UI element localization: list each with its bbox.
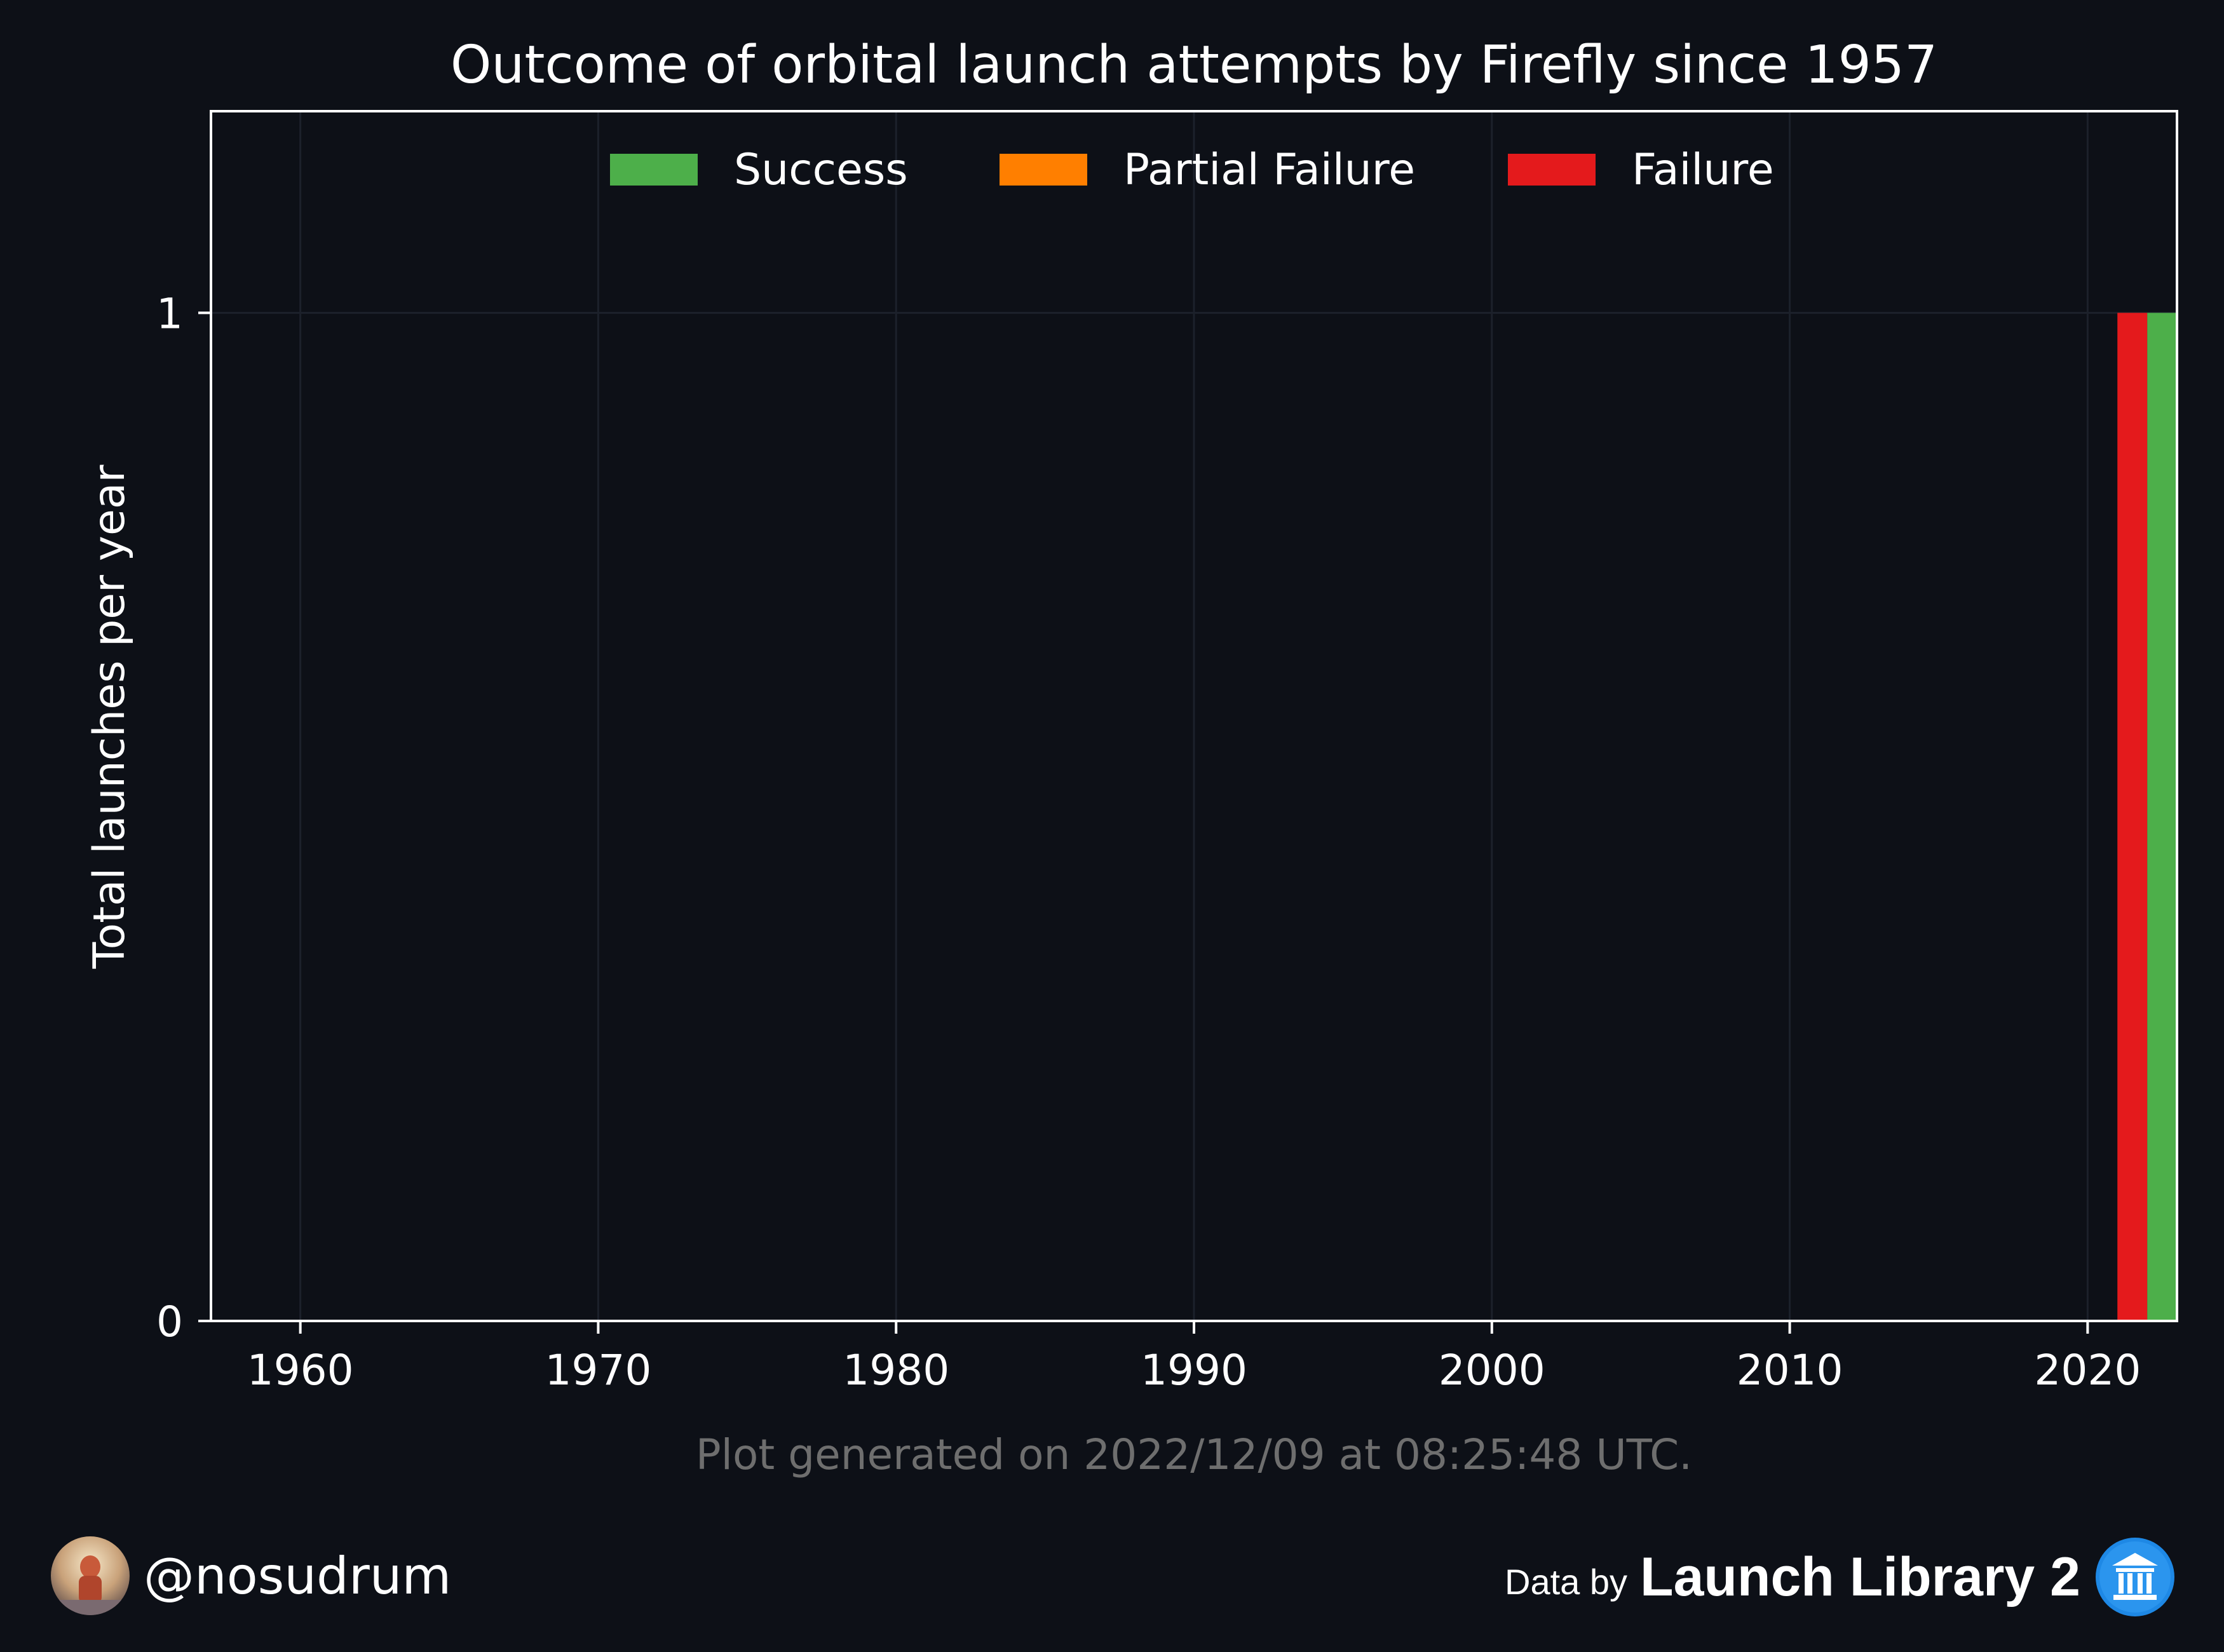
- legend-label-success: Success: [734, 145, 908, 195]
- avatar: [51, 1536, 130, 1615]
- brand-name: Launch Library 2: [1640, 1546, 2080, 1608]
- author-handle: @nosudrum: [144, 1546, 452, 1606]
- bar-success-2022: [2147, 313, 2177, 1321]
- plot-area: 1960 1970 1980 1990 2000 2010 2020 0 1: [156, 110, 2178, 1395]
- ticks: 1960 1970 1980 1990 2000 2010 2020 0 1: [156, 289, 2141, 1395]
- author-credit: @nosudrum: [51, 1536, 451, 1615]
- data-credit: Data by Launch Library 2: [1505, 1536, 2176, 1618]
- legend-label-failure: Failure: [1632, 145, 1774, 195]
- y-tick-label: 0: [156, 1297, 183, 1346]
- bars: [2117, 313, 2177, 1321]
- y-tick-label: 1: [156, 289, 183, 338]
- museum-icon: [2096, 1538, 2174, 1616]
- legend-swatch-success: [610, 154, 698, 186]
- x-tick-label: 1970: [545, 1346, 651, 1395]
- x-tick-label: 1990: [1141, 1346, 1247, 1395]
- x-tick-label: 2000: [1439, 1346, 1545, 1395]
- legend: Success Partial Failure Failure: [610, 145, 1774, 195]
- y-axis-label: Total launches per year: [85, 465, 135, 970]
- legend-label-partial-failure: Partial Failure: [1123, 145, 1415, 195]
- legend-swatch-failure: [1508, 154, 1596, 186]
- x-tick-label: 2020: [2034, 1346, 2141, 1395]
- x-tick-label: 2010: [1737, 1346, 1843, 1395]
- legend-swatch-partial-failure: [1000, 154, 1087, 186]
- chart-title: Outcome of orbital launch attempts by Fi…: [451, 35, 1937, 95]
- footnote: Plot generated on 2022/12/09 at 08:25:48…: [696, 1430, 1692, 1479]
- x-tick-label: 1960: [247, 1346, 354, 1395]
- x-tick-label: 1980: [843, 1346, 949, 1395]
- data-by-label: Data by: [1505, 1561, 1628, 1602]
- bar-failure-2021: [2117, 313, 2148, 1321]
- grid: [211, 111, 2177, 1321]
